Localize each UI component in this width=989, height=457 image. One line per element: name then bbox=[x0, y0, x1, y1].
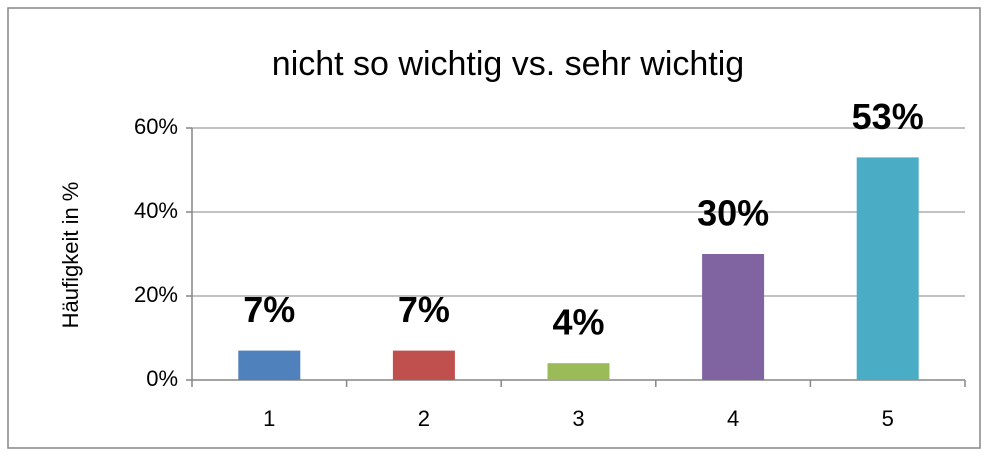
value-label: 30% bbox=[697, 193, 769, 234]
y-tick-label: 0% bbox=[146, 366, 178, 391]
bar bbox=[547, 363, 610, 380]
y-tick-label: 40% bbox=[134, 198, 178, 223]
value-label: 53% bbox=[852, 96, 924, 137]
chart-frame bbox=[7, 7, 981, 449]
x-tick-label: 2 bbox=[418, 406, 430, 431]
x-tick-label: 5 bbox=[882, 406, 894, 431]
bar bbox=[238, 350, 301, 380]
x-tick-label: 4 bbox=[727, 406, 739, 431]
y-tick-label: 60% bbox=[134, 114, 178, 139]
chart-title: nicht so wichtig vs. sehr wichtig bbox=[272, 45, 744, 83]
bar bbox=[856, 157, 919, 380]
value-label: 4% bbox=[552, 302, 604, 343]
value-label: 7% bbox=[243, 289, 295, 330]
y-tick-label: 20% bbox=[134, 282, 178, 307]
x-tick-label: 3 bbox=[572, 406, 584, 431]
bar bbox=[702, 254, 765, 380]
bar bbox=[392, 350, 455, 380]
y-axis-label: Häufigkeit in % bbox=[58, 182, 83, 329]
x-tick-label: 1 bbox=[263, 406, 275, 431]
value-label: 7% bbox=[398, 289, 450, 330]
